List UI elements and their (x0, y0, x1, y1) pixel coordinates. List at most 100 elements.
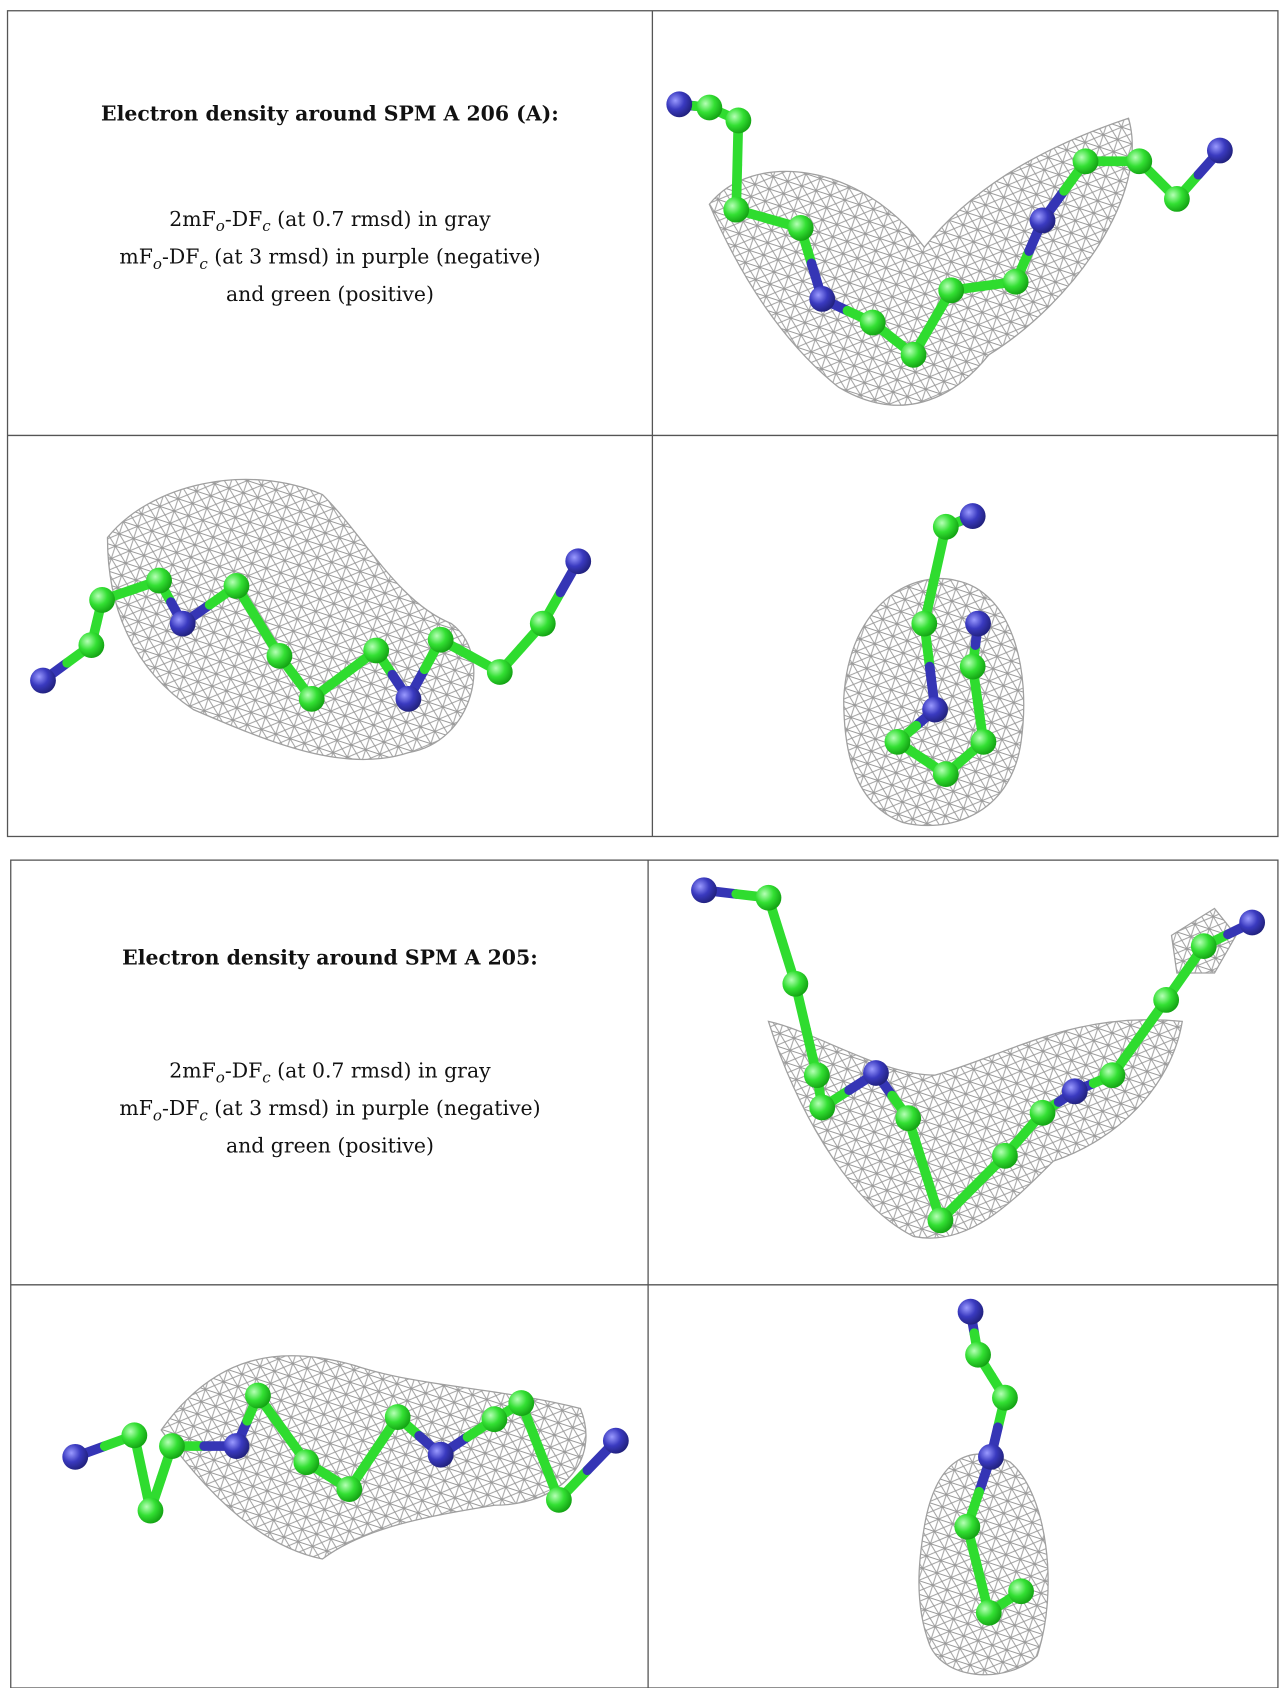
carbon-atom (895, 1105, 922, 1132)
table-2: Electron density around SPM A 205: (10, 859, 1279, 1688)
text-segment: (at 0.7 rmsd) in gray (271, 1058, 491, 1082)
nitrogen-atom (602, 1427, 629, 1454)
text-segment: and green (positive) (226, 282, 434, 306)
subscript: o (216, 217, 225, 235)
carbon-atom (481, 1406, 508, 1433)
carbon-atom (954, 1513, 981, 1540)
carbon-atom (809, 1094, 836, 1121)
carbon-atom (1126, 148, 1153, 175)
legend-line: mFo-DFc (at 3 rmsd) in purple (negative) (119, 1096, 540, 1124)
carbon-atom (965, 1341, 991, 1368)
legend-line: mFo-DFc (at 3 rmsd) in purple (negative) (119, 244, 540, 272)
nitrogen-atom (922, 696, 948, 723)
nitrogen-atom (565, 548, 592, 575)
nitrogen-atom (1206, 137, 1233, 164)
nitrogen-atom (30, 667, 56, 694)
carbon-atom (486, 659, 513, 685)
carbon-atom (266, 642, 293, 669)
density-mesh (918, 1453, 1049, 1676)
subscript: c (199, 255, 208, 273)
carbon-atom (508, 1390, 535, 1416)
carbon-atom (363, 637, 390, 664)
carbon-atom (970, 728, 997, 755)
nitrogen-atom (691, 877, 717, 904)
text-segment: and green (positive) (226, 1134, 434, 1158)
carbon-atom (121, 1422, 148, 1449)
carbon-atom (427, 626, 454, 653)
carbon-atom (89, 587, 116, 613)
table-border (10, 859, 1279, 1688)
carbon-atom (696, 94, 723, 121)
text-segment: -DF (162, 1096, 199, 1120)
nitrogen-atom (223, 1433, 250, 1459)
carbon-atom (146, 567, 172, 594)
nitrogen-atom (1239, 909, 1266, 936)
text-segment: 2mF (169, 207, 215, 231)
carbon-atom (992, 1142, 1018, 1169)
carbon-atom (782, 970, 809, 997)
carbon-atom (159, 1433, 185, 1459)
nitrogen-atom (395, 685, 422, 712)
carbon-atom (1002, 268, 1029, 295)
carbon-atom (78, 632, 105, 658)
carbon-atom (932, 761, 959, 788)
table-title: Electron density around SPM A 206 (A): (101, 101, 559, 125)
carbon-atom (1099, 1062, 1126, 1089)
carbon-atom (529, 610, 556, 637)
nitrogen-atom (957, 1298, 984, 1325)
nitrogen-atom (863, 1060, 889, 1086)
nitrogen-atom (169, 610, 196, 637)
text-segment: (at 3 rmsd) in purple (negative) (208, 1096, 541, 1120)
text-segment: mF (119, 244, 153, 268)
carbon-atom (298, 685, 325, 712)
carbon-atom (293, 1449, 320, 1476)
nitrogen-atom (978, 1443, 1004, 1470)
carbon-atom (1029, 1099, 1056, 1126)
carbon-atom (545, 1486, 572, 1513)
carbon-atom (245, 1382, 271, 1409)
carbon-atom (336, 1476, 363, 1502)
text-segment: -DF (225, 1058, 262, 1082)
legend-line: 2mFo-DFc (at 0.7 rmsd) in gray (169, 207, 491, 235)
carbon-atom (755, 884, 782, 911)
text-segment: -DF (162, 244, 199, 268)
text-segment: mF (119, 1096, 153, 1120)
nitrogen-atom (666, 91, 693, 118)
subscript: c (262, 1069, 271, 1087)
density-images (30, 91, 1266, 1676)
subscript: o (153, 1106, 162, 1124)
legend-line: 2mFo-DFc (at 0.7 rmsd) in gray (169, 1058, 491, 1086)
carbon-atom (1190, 933, 1217, 960)
density-mesh (708, 117, 1133, 406)
carbon-atom (938, 277, 965, 304)
carbon-atom (787, 215, 814, 241)
text-segment: 2mF (169, 1058, 215, 1082)
nitrogen-atom (965, 610, 991, 637)
carbon-atom (1008, 1578, 1034, 1605)
carbon-atom (803, 1062, 830, 1089)
carbon-atom (927, 1207, 954, 1234)
carbon-atom (137, 1497, 164, 1524)
carbon-atom (992, 1384, 1018, 1411)
nitrogen-atom (809, 285, 836, 312)
nitrogen-atom (1061, 1078, 1088, 1105)
carbon-atom (223, 573, 250, 599)
carbon-atom (1072, 148, 1099, 175)
carbon-atom (725, 107, 752, 134)
subscript: c (199, 1106, 208, 1124)
nitrogen-atom (959, 503, 986, 529)
carbon-atom (859, 309, 886, 336)
nitrogen-atom (62, 1443, 89, 1470)
carbon-atom (384, 1404, 411, 1430)
carbon-atom (884, 728, 911, 755)
carbon-atom (1153, 986, 1180, 1013)
table-1: Electron density around SPM A 206 (A): (6, 10, 1279, 838)
subscript: o (153, 255, 162, 273)
carbon-atom (932, 513, 959, 540)
subscript: o (216, 1069, 225, 1087)
text-segment: -DF (225, 207, 262, 231)
carbon-atom (723, 196, 750, 223)
nitrogen-atom (427, 1441, 454, 1468)
